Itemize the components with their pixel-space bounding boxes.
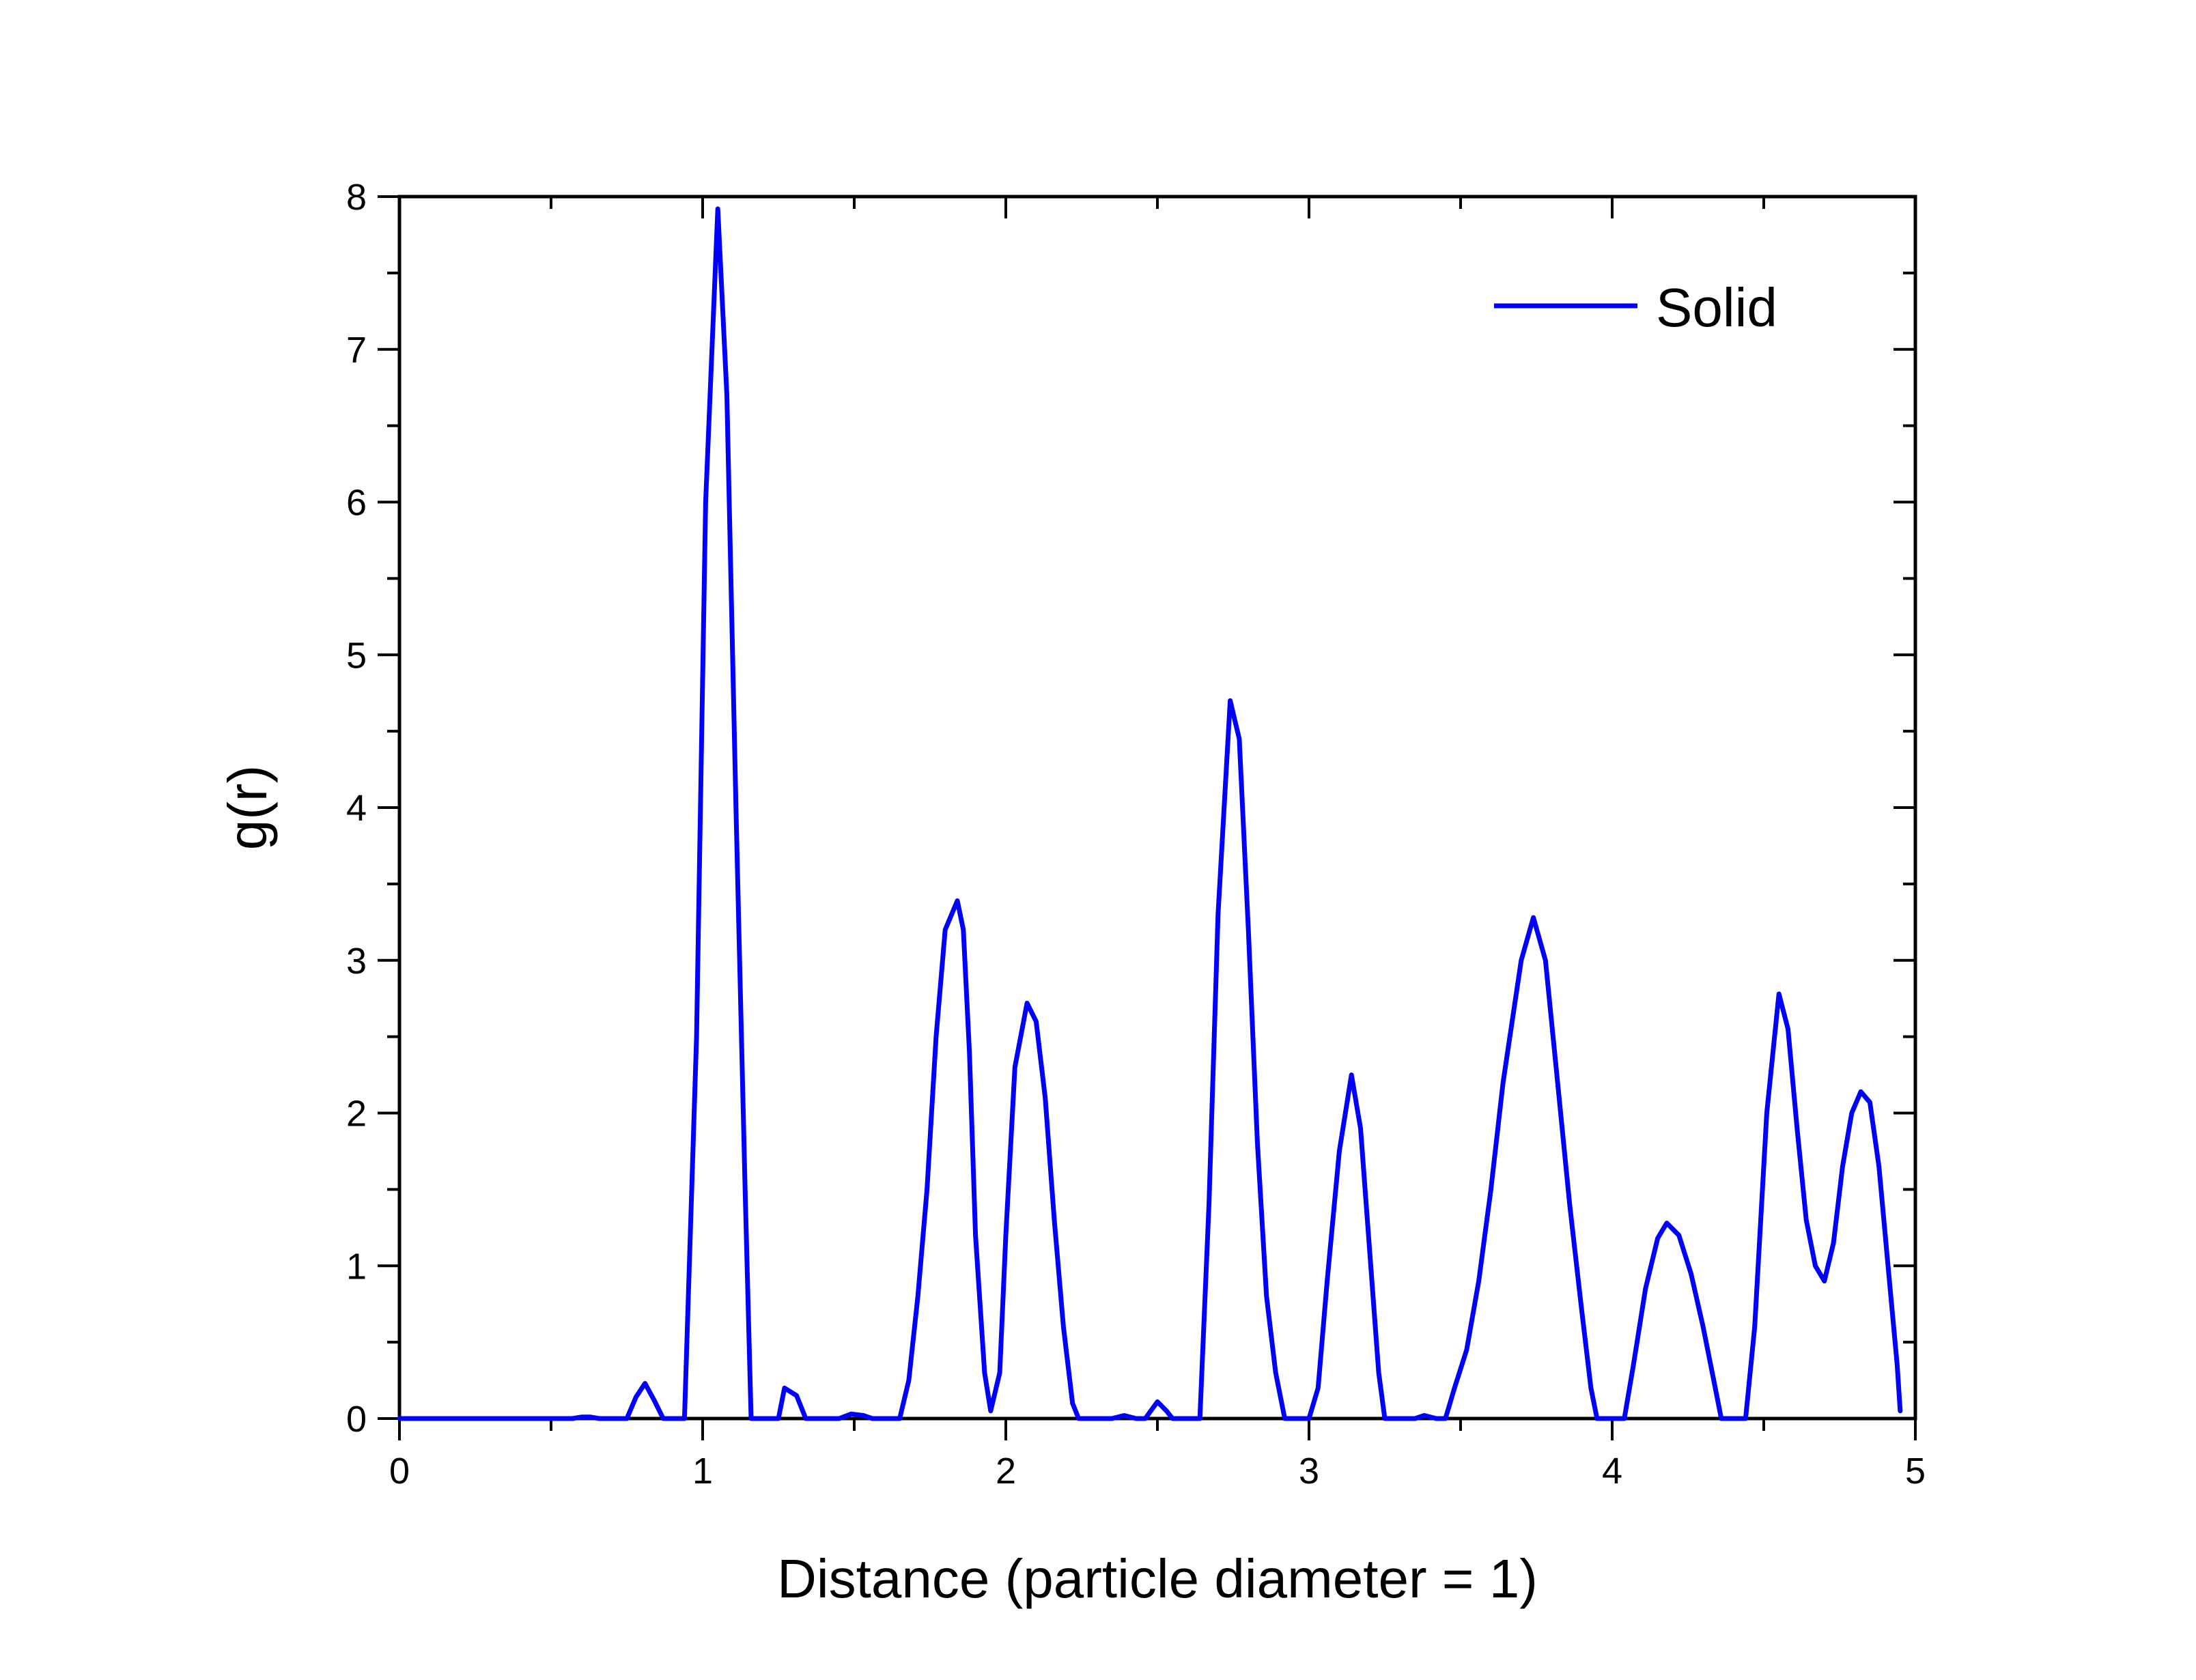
y-axis-ticks: 0 1 2 3 4 5 6 7 8	[346, 177, 1915, 1440]
y-axis-title: g(r)	[217, 765, 278, 850]
y-tick-label: 7	[346, 330, 367, 371]
x-tick-label: 5	[1905, 1451, 1926, 1492]
x-tick-label: 0	[389, 1451, 410, 1492]
y-tick-label: 8	[346, 177, 367, 218]
y-tick-label: 2	[346, 1094, 367, 1135]
x-axis-title: Distance (particle diameter = 1)	[777, 1548, 1538, 1609]
y-tick-label: 5	[346, 635, 367, 676]
y-tick-label: 4	[346, 788, 367, 829]
x-tick-label: 1	[692, 1451, 713, 1492]
y-tick-label: 1	[346, 1246, 367, 1287]
legend-label-solid: Solid	[1656, 277, 1777, 338]
legend: Solid	[1494, 277, 1777, 338]
y-tick-label: 0	[346, 1399, 367, 1440]
x-axis-ticks: 0 1 2 3 4 5	[389, 197, 1926, 1492]
y-tick-label: 3	[346, 941, 367, 982]
x-tick-label: 2	[996, 1451, 1016, 1492]
x-tick-label: 4	[1602, 1451, 1622, 1492]
x-tick-label: 3	[1299, 1451, 1319, 1492]
series-line-solid	[397, 206, 1903, 1421]
y-tick-label: 6	[346, 483, 367, 524]
